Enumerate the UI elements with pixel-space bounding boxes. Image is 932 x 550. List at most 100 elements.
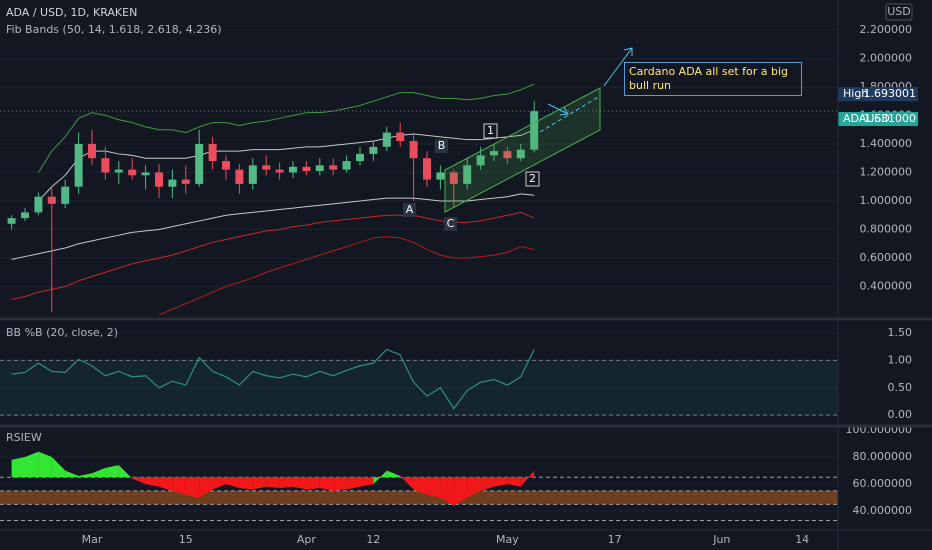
candle-body: [369, 146, 378, 154]
area-fill: [159, 477, 173, 491]
area-fill: [520, 470, 535, 487]
candle-body: [181, 179, 190, 184]
area-fill: [92, 467, 106, 478]
x-tick-label: May: [496, 533, 519, 546]
arrow: [603, 47, 633, 87]
candle-body: [449, 172, 458, 184]
candle-body: [275, 169, 284, 173]
y-tick-label: 0.600000: [860, 251, 913, 264]
price-tag-label: 1.631000: [864, 112, 917, 125]
wave-label: B: [438, 139, 446, 152]
candle-body: [302, 166, 311, 172]
candle-body: [262, 165, 271, 170]
area-fill: [25, 451, 39, 478]
area-fill: [199, 477, 213, 498]
area-fill: [145, 477, 159, 487]
y-tick-label: 80.000000: [853, 450, 913, 463]
price-tag: [838, 112, 918, 127]
price-tag: [838, 87, 918, 102]
band-line: [158, 236, 535, 316]
candle-body: [329, 165, 338, 170]
area-fill: [319, 477, 334, 491]
area-fill: [38, 451, 52, 478]
candle-body: [463, 165, 472, 184]
candle-body: [356, 153, 364, 162]
candle-body: [436, 172, 445, 180]
y-tick-label: 0.800000: [860, 222, 913, 235]
candle-body: [235, 169, 244, 184]
area-fill: [453, 477, 468, 506]
candle-body: [248, 165, 257, 184]
area-fill: [226, 477, 240, 489]
area-fill: [132, 477, 146, 485]
area-fill: [467, 477, 481, 498]
area-fill: [360, 477, 374, 487]
candle-body: [7, 218, 16, 224]
area-fill: [293, 477, 307, 490]
candle-body: [155, 172, 163, 187]
area-fill: [185, 477, 200, 498]
y-tick-label: 1.400000: [860, 137, 913, 150]
label-box: [435, 139, 448, 153]
arrow-head: [559, 106, 569, 116]
x-tick-label: Jun: [712, 533, 730, 546]
area-fill: [212, 477, 226, 490]
area-fill: [306, 477, 320, 490]
y-tick-label: 1.50: [888, 326, 913, 339]
candle-body: [382, 132, 391, 147]
candle-body: [490, 151, 498, 156]
band-line: [37, 83, 535, 173]
candle-body: [289, 166, 297, 173]
y-tick-label: 2.000000: [860, 51, 913, 64]
x-tick-label: 17: [608, 533, 622, 546]
area-fill: [266, 477, 280, 489]
indicator-line: [11, 348, 535, 410]
candle-body: [101, 158, 110, 173]
candle-body: [530, 111, 539, 150]
price-tag-name: High: [843, 87, 868, 100]
candle-body: [74, 143, 83, 187]
candle-body: [503, 151, 512, 159]
band-line: [38, 129, 535, 202]
currency: USD: [887, 5, 911, 18]
indicator-title: RSIEW: [6, 431, 42, 444]
area-fill: [78, 473, 92, 478]
candle-body: [396, 132, 405, 142]
x-tick-label: Mar: [82, 533, 103, 546]
area-fill: [172, 477, 186, 495]
price-tag-label: 1.693001: [864, 87, 917, 100]
candle-body: [88, 143, 96, 159]
y-tick-label: 0.400000: [860, 279, 913, 292]
label-box: [525, 171, 540, 187]
label-box: [444, 217, 457, 231]
band-line: [11, 193, 535, 260]
chart-title: ADA / USD, 1D, KRAKEN: [6, 6, 137, 19]
label-box: [403, 203, 416, 217]
candle-body: [516, 149, 525, 159]
band-fill: [0, 490, 838, 505]
candle-body: [61, 186, 70, 204]
y-tick-label: 1.200000: [860, 165, 913, 178]
area-fill: [333, 477, 347, 491]
x-tick-label: 12: [366, 533, 380, 546]
area-fill: [346, 477, 360, 490]
wave-label: A: [406, 203, 414, 216]
y-tick-label: 40.000000: [853, 504, 913, 517]
y-tick-label: 1.000000: [860, 194, 913, 207]
area-fill: [386, 470, 401, 478]
candle-body: [128, 169, 137, 176]
x-tick-label: 15: [179, 533, 193, 546]
candle-body: [114, 169, 123, 173]
price-tag-name: ADAUSD: [843, 112, 890, 125]
area-fill: [480, 477, 494, 491]
candle-body: [47, 196, 56, 204]
candle-body: [21, 212, 29, 219]
area-fill: [400, 475, 414, 490]
label-box: [483, 123, 498, 139]
area-fill: [239, 477, 253, 490]
area-fill: [118, 465, 133, 479]
candle-body: [208, 143, 217, 162]
arrow: [547, 103, 569, 115]
